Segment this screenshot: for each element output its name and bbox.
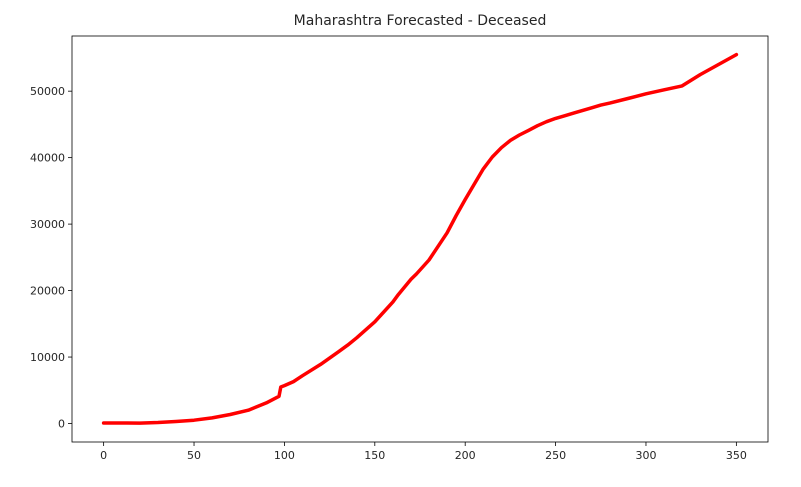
y-tick-label-30000: 30000 xyxy=(30,218,65,231)
y-tick-label-10000: 10000 xyxy=(30,351,65,364)
x-tick-label-100: 100 xyxy=(274,449,295,462)
y-tick-label-50000: 50000 xyxy=(30,85,65,98)
series-line-0 xyxy=(101,52,739,425)
x-tick-label-300: 300 xyxy=(635,449,656,462)
x-tick-label-50: 50 xyxy=(187,449,201,462)
chart-title: Maharashtra Forecasted - Deceased xyxy=(294,13,547,29)
plot-area: 0 50 100 150 200 250 300 350 0 10000 20000 30000 400… xyxy=(30,35,769,462)
x-tick-label-0: 0 xyxy=(100,449,107,462)
y-tick-label-0: 0 xyxy=(58,418,65,431)
axes-frame xyxy=(71,35,769,443)
x-tick-label-200: 200 xyxy=(455,449,476,462)
x-tick-label-350: 350 xyxy=(726,449,747,462)
y-tick-label-20000: 20000 xyxy=(30,285,65,298)
x-tick-label-150: 150 xyxy=(364,449,385,462)
x-tick-label-250: 250 xyxy=(545,449,566,462)
y-tick-label-40000: 40000 xyxy=(30,152,65,165)
